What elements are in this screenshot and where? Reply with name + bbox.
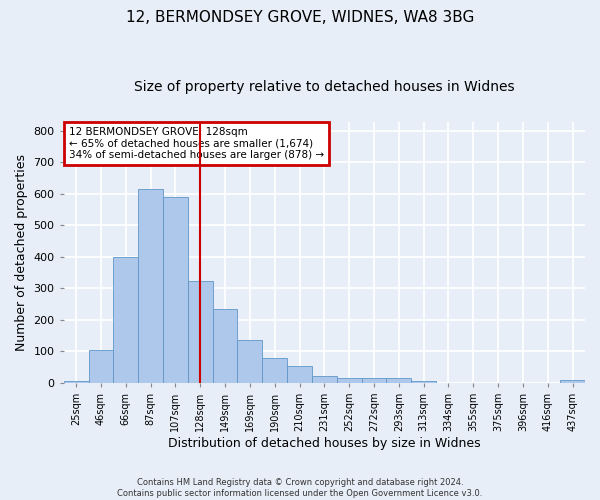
Title: Size of property relative to detached houses in Widnes: Size of property relative to detached ho… [134, 80, 515, 94]
Bar [113, 257, 138, 383]
Text: Contains HM Land Registry data © Crown copyright and database right 2024.
Contai: Contains HM Land Registry data © Crown c… [118, 478, 482, 498]
Bar [560, 380, 585, 383]
Bar [287, 366, 312, 383]
Text: 12, BERMONDSEY GROVE, WIDNES, WA8 3BG: 12, BERMONDSEY GROVE, WIDNES, WA8 3BG [126, 10, 474, 25]
Bar [337, 378, 362, 383]
Bar [362, 378, 386, 383]
Bar [64, 382, 89, 383]
Bar [312, 376, 337, 383]
Bar [163, 197, 188, 383]
Bar [238, 340, 262, 383]
Bar [262, 358, 287, 383]
Bar [188, 280, 212, 383]
Bar [411, 382, 436, 383]
Y-axis label: Number of detached properties: Number of detached properties [15, 154, 28, 350]
Bar [212, 309, 238, 383]
Text: 12 BERMONDSEY GROVE: 128sqm
← 65% of detached houses are smaller (1,674)
34% of : 12 BERMONDSEY GROVE: 128sqm ← 65% of det… [69, 127, 324, 160]
Bar [89, 350, 113, 383]
Bar [386, 378, 411, 383]
Bar [138, 190, 163, 383]
X-axis label: Distribution of detached houses by size in Widnes: Distribution of detached houses by size … [168, 437, 481, 450]
